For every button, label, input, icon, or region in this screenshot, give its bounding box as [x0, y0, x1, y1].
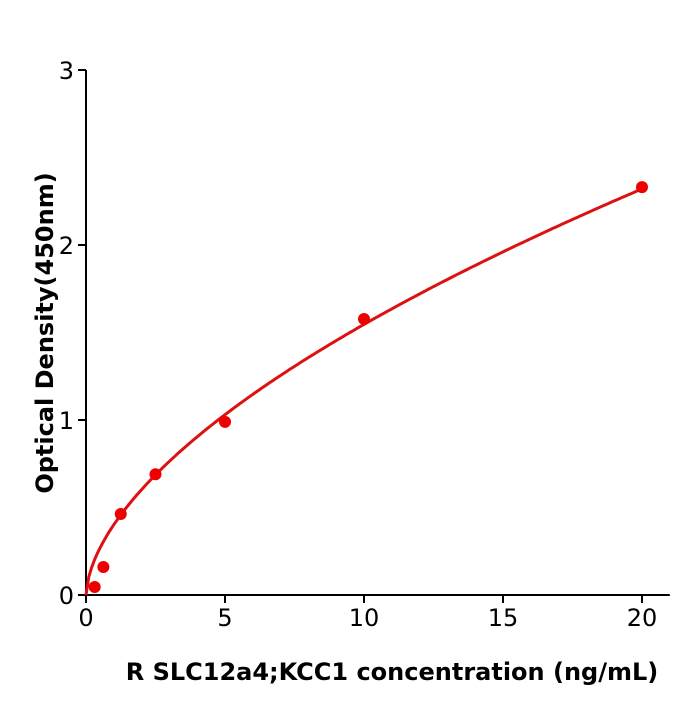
- x-tick-label: 0: [78, 604, 93, 632]
- axes: 0 5 10 15 20 0 1 2 3: [59, 57, 670, 632]
- data-point: [219, 415, 231, 428]
- fit-curve: [84, 187, 643, 596]
- x-tick-label: 10: [349, 604, 380, 632]
- x-tick-label: 20: [627, 604, 658, 632]
- x-tick-label: 15: [488, 604, 519, 632]
- y-tick-label: 1: [59, 407, 74, 435]
- data-point: [149, 468, 162, 481]
- y-tick-label: 3: [59, 57, 74, 85]
- data-point: [97, 561, 110, 573]
- data-point: [636, 181, 648, 194]
- x-axis-label: R SLC12a4;KCC1 concentration (ng/mL): [126, 658, 659, 686]
- y-tick-label: 0: [59, 582, 74, 610]
- data-points: [88, 181, 648, 593]
- y-axis-label: Optical Density(450nm): [31, 172, 59, 493]
- data-point: [88, 580, 101, 593]
- data-point: [358, 313, 370, 326]
- y-tick-label: 2: [59, 232, 74, 260]
- data-point: [114, 507, 127, 520]
- x-tick-label: 5: [217, 604, 232, 632]
